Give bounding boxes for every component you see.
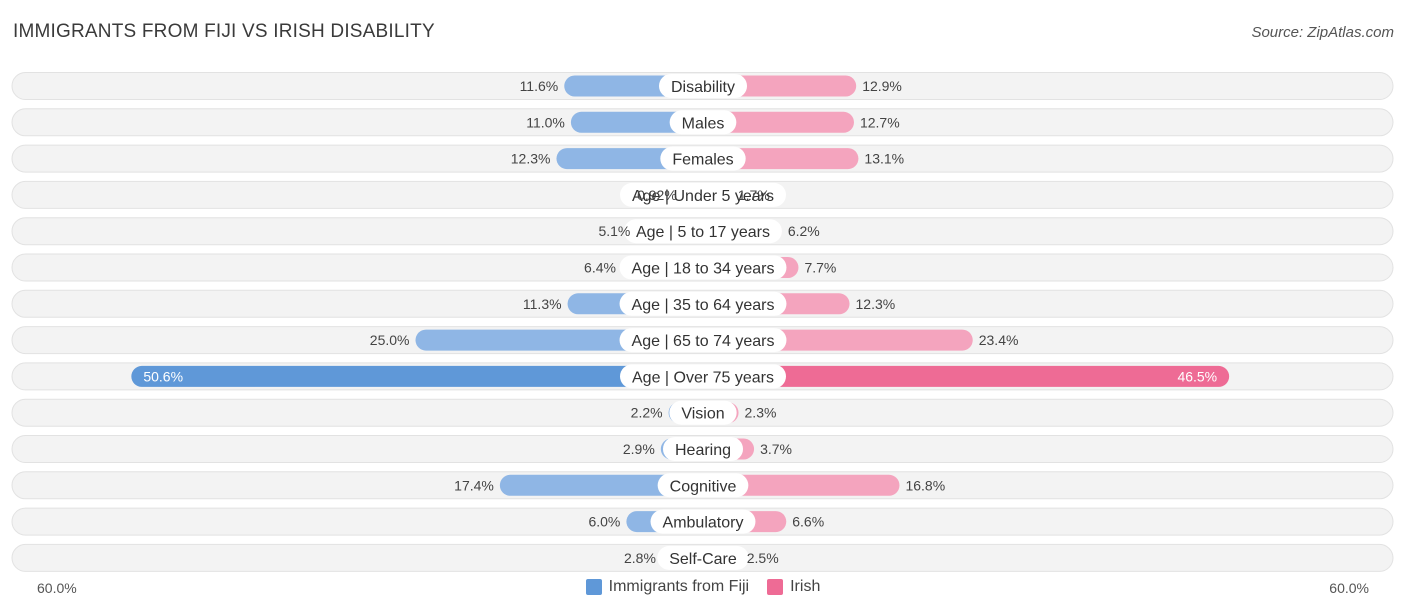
value-label-fiji: 5.1% [598, 223, 630, 239]
value-label-irish: 7.7% [804, 260, 836, 276]
category-label: Females [672, 152, 733, 169]
value-label-fiji: 11.3% [523, 296, 562, 312]
value-label-fiji: 2.9% [623, 441, 655, 457]
value-label-irish: 12.3% [856, 296, 896, 312]
value-label-irish: 13.1% [864, 151, 904, 167]
category-label: Age | 35 to 64 years [632, 297, 775, 314]
value-label-fiji: 17.4% [454, 477, 494, 493]
category-pill [623, 219, 783, 244]
category-label: Hearing [675, 442, 731, 459]
category-label: Males [682, 115, 725, 132]
value-label-irish: 3.7% [760, 441, 792, 457]
category-pill [619, 255, 787, 280]
legend-swatch-irish [767, 579, 784, 595]
value-label-irish: 23.4% [979, 332, 1019, 348]
category-label: Ambulatory [663, 515, 744, 532]
category-pill [669, 400, 737, 425]
value-label-fiji: 11.6% [520, 78, 559, 94]
legend-item-irish: Irish [767, 578, 820, 596]
value-label-irish: 12.7% [860, 114, 900, 130]
value-label-irish: 2.5% [747, 550, 779, 566]
axis-left-label: 60.0% [37, 580, 77, 596]
bar-fiji [131, 365, 712, 387]
value-label-fiji: 11.0% [526, 114, 565, 130]
chart-canvas: Disability 11.6% 12.9% Males 11.0% 12.7% Femal… [11, 72, 1394, 572]
category-pill [669, 110, 737, 135]
value-label-fiji: 6.0% [588, 514, 620, 530]
value-label-irish: 12.9% [862, 78, 902, 94]
value-label-fiji: 2.2% [631, 405, 663, 421]
category-pill [619, 328, 787, 353]
value-label-fiji: 12.3% [511, 151, 551, 167]
legend-item-fiji: Immigrants from Fiji [585, 578, 750, 596]
category-pill [658, 74, 748, 98]
chart-source: Source: ZipAtlas.com [1251, 24, 1394, 41]
category-label: Vision [681, 406, 724, 423]
legend-swatch-fiji [585, 579, 602, 595]
value-label-irish: 46.5% [1177, 368, 1217, 384]
category-pill [619, 291, 787, 316]
category-label: Age | Over 75 years [632, 369, 774, 386]
legend-label-irish: Irish [790, 578, 821, 595]
value-label-irish: 6.2% [788, 223, 820, 239]
category-pill [620, 364, 786, 389]
bar-irish [695, 365, 1230, 387]
value-label-irish: 16.8% [905, 477, 945, 493]
category-pill [619, 182, 787, 207]
legend-label-fiji: Immigrants from Fiji [608, 578, 750, 595]
value-label-fiji: 2.8% [624, 550, 656, 566]
value-label-irish: 6.6% [792, 514, 824, 530]
category-label: Self-Care [669, 551, 737, 568]
category-label: Age | 5 to 17 years [636, 224, 770, 241]
category-pill [657, 473, 749, 498]
category-label: Cognitive [670, 478, 737, 495]
category-label: Age | Under 5 years [632, 188, 774, 205]
legend: Immigrants from Fiji Irish [0, 578, 1406, 596]
value-label-fiji: 25.0% [370, 332, 410, 348]
value-label-irish: 2.3% [745, 405, 777, 421]
category-pill [650, 509, 756, 534]
category-pill [660, 146, 746, 171]
bar-fiji [499, 474, 711, 496]
axis-right-label: 60.0% [1329, 580, 1369, 596]
category-pill [662, 437, 744, 461]
value-label-fiji: 6.4% [584, 260, 616, 276]
category-label: Disability [671, 79, 735, 96]
value-label-irish: 1.7% [738, 187, 770, 203]
category-pill [657, 545, 749, 570]
category-label: Age | 18 to 34 years [632, 261, 775, 278]
value-label-fiji: 0.92% [637, 187, 677, 203]
value-label-fiji: 50.6% [143, 368, 183, 384]
chart-title: IMMIGRANTS FROM FIJI VS IRISH DISABILITY [13, 21, 435, 42]
category-label: Age | 65 to 74 years [632, 333, 775, 350]
